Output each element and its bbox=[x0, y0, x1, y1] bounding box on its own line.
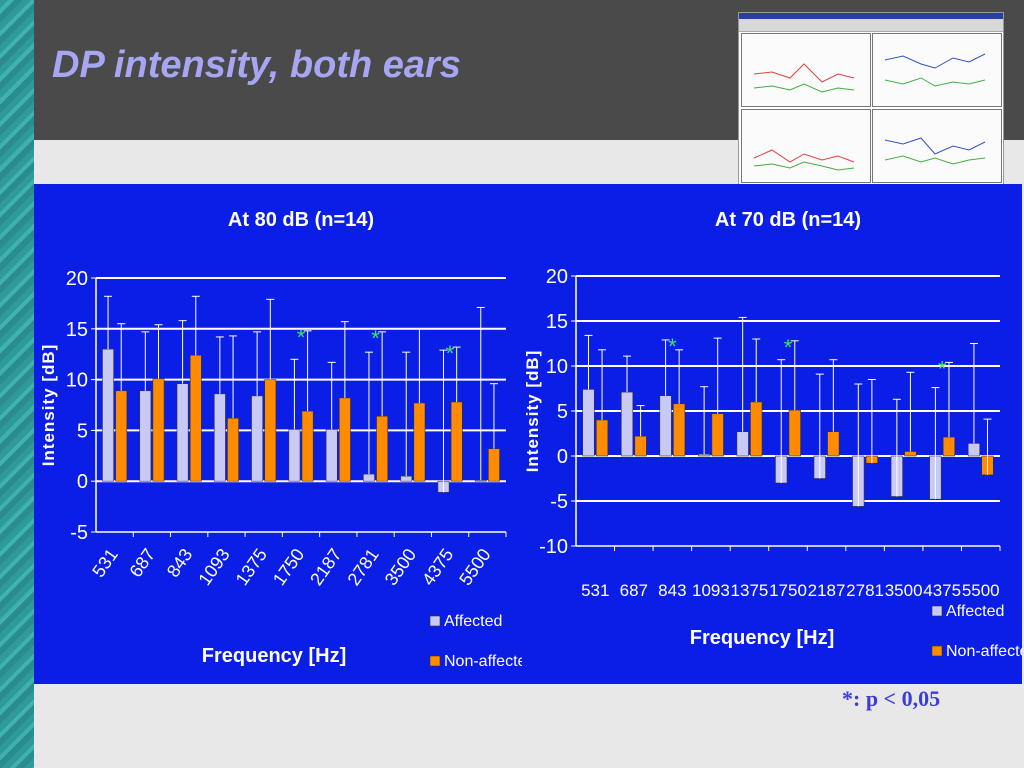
chart-title: At 80 dB (n=14) bbox=[228, 209, 374, 231]
y-tick-label: -5 bbox=[550, 491, 568, 513]
x-tick-label: 4375 bbox=[923, 581, 961, 600]
y-axis-label: Intensity [dB] bbox=[39, 344, 58, 467]
bar-non-affected bbox=[942, 436, 956, 457]
legend-label-affected: Affected bbox=[444, 613, 502, 630]
significance-footnote: *: p < 0,05 bbox=[842, 686, 941, 711]
y-tick-label: 0 bbox=[557, 446, 568, 468]
legend-swatch-non-affected bbox=[931, 645, 943, 657]
bar-non-affected bbox=[488, 448, 500, 482]
bar-non-affected bbox=[152, 378, 165, 482]
bar-affected bbox=[736, 431, 749, 457]
bar-affected bbox=[659, 395, 672, 457]
x-tick-label: 5500 bbox=[962, 581, 1000, 600]
y-axis-label: Intensity [dB] bbox=[523, 350, 542, 473]
decorative-side-stripe bbox=[0, 0, 34, 768]
bar-affected bbox=[698, 453, 711, 457]
x-tick-label: 3500 bbox=[885, 581, 923, 600]
bar-affected bbox=[139, 390, 152, 482]
legend-swatch-affected bbox=[931, 605, 943, 617]
bar-non-affected bbox=[595, 419, 609, 457]
x-tick-label: 843 bbox=[658, 581, 686, 600]
bar-non-affected bbox=[301, 410, 314, 482]
bar-non-affected bbox=[264, 379, 277, 482]
bar-affected bbox=[400, 475, 413, 482]
significance-marker: * bbox=[938, 356, 947, 381]
legend-swatch-non-affected bbox=[429, 655, 441, 667]
chart-background bbox=[34, 184, 522, 684]
y-tick-label: 5 bbox=[77, 420, 88, 442]
thumbnail-plot bbox=[884, 137, 986, 165]
significance-marker: * bbox=[446, 341, 455, 366]
x-tick-label: 531 bbox=[581, 581, 609, 600]
bar-non-affected bbox=[376, 415, 389, 482]
chart-title: At 70 dB (n=14) bbox=[715, 209, 861, 231]
bar-affected bbox=[363, 473, 375, 482]
bar-non-affected bbox=[673, 403, 686, 457]
bar-affected bbox=[967, 443, 981, 457]
y-tick-label: -10 bbox=[539, 536, 568, 558]
bar-non-affected bbox=[904, 451, 917, 457]
bar-non-affected bbox=[788, 409, 801, 457]
bar-affected bbox=[102, 348, 114, 482]
bar-affected bbox=[213, 393, 226, 482]
bar-non-affected bbox=[711, 413, 724, 457]
chart-70db: At 70 dB (n=14) -10 -5 0 5 10 15 20 531 687 843 * 10… bbox=[522, 184, 1022, 684]
bar-non-affected bbox=[634, 435, 647, 457]
bar-non-affected bbox=[827, 431, 840, 457]
thumbnail-titlebar bbox=[739, 13, 1003, 19]
bar-non-affected bbox=[189, 354, 202, 482]
bar-affected bbox=[288, 429, 301, 482]
significance-marker: * bbox=[297, 325, 306, 350]
slide-title: DP intensity, both ears bbox=[52, 44, 461, 86]
bar-non-affected bbox=[450, 401, 463, 482]
thumbnail-panel bbox=[741, 33, 871, 107]
y-tick-label: 0 bbox=[77, 471, 88, 493]
x-tick-label: 687 bbox=[620, 581, 648, 600]
thumbnail-toolbar bbox=[739, 19, 1003, 32]
legend-label-non-affected: Non-affected bbox=[444, 653, 522, 670]
significance-marker: * bbox=[371, 326, 380, 351]
y-tick-label: 15 bbox=[546, 311, 568, 333]
legend-swatch-affected bbox=[429, 615, 441, 627]
thumbnail-plot bbox=[753, 63, 855, 93]
thumbnail-plot bbox=[884, 53, 986, 87]
thumbnail-panel bbox=[872, 33, 1002, 107]
x-tick-label: 1375 bbox=[731, 581, 769, 600]
y-tick-label: 20 bbox=[546, 266, 568, 288]
bar-non-affected bbox=[227, 417, 239, 482]
x-axis-label: Frequency [Hz] bbox=[202, 645, 346, 667]
thumbnail-panel bbox=[872, 109, 1002, 183]
y-tick-label: 10 bbox=[546, 356, 568, 378]
x-tick-label: 2187 bbox=[808, 581, 846, 600]
bar-affected bbox=[582, 389, 595, 457]
thumbnail-plot bbox=[753, 149, 855, 171]
y-tick-label: 10 bbox=[66, 370, 88, 392]
y-tick-label: 20 bbox=[66, 268, 88, 290]
bar-affected bbox=[474, 479, 487, 482]
significance-marker: * bbox=[784, 335, 793, 360]
y-tick-label: 5 bbox=[557, 401, 568, 423]
bar-affected bbox=[620, 391, 634, 457]
thumbnail-panel bbox=[741, 109, 871, 183]
significance-marker: * bbox=[668, 334, 677, 359]
legend-label-non-affected: Non-affected bbox=[946, 643, 1022, 660]
x-axis-label: Frequency [Hz] bbox=[690, 627, 834, 649]
bar-affected bbox=[325, 429, 338, 482]
bar-non-affected bbox=[413, 402, 426, 482]
bar-non-affected bbox=[115, 390, 128, 482]
bar-affected bbox=[176, 383, 189, 482]
bar-non-affected bbox=[338, 397, 351, 482]
x-tick-label: 2781 bbox=[846, 581, 884, 600]
x-tick-label: 1093 bbox=[692, 581, 730, 600]
legend-label-affected: Affected bbox=[946, 603, 1004, 620]
y-tick-label: -5 bbox=[70, 522, 88, 544]
software-screenshot-thumbnail bbox=[738, 12, 1004, 186]
y-tick-label: 15 bbox=[66, 319, 88, 341]
x-tick-label: 1750 bbox=[769, 581, 807, 600]
bar-non-affected bbox=[750, 401, 763, 457]
bar-affected bbox=[251, 395, 264, 482]
